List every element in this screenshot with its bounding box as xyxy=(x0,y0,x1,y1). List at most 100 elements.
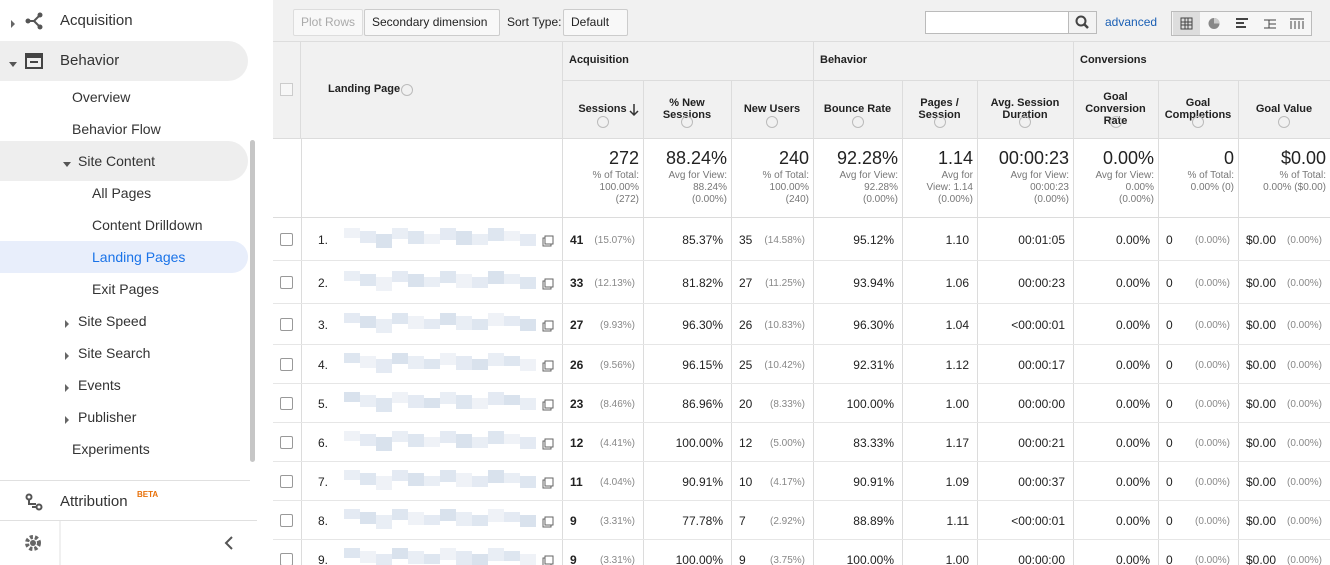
column-header[interactable]: Bounce Rate xyxy=(823,103,892,115)
view-switcher[interactable] xyxy=(1171,11,1312,36)
row-border xyxy=(273,344,1330,345)
sort-type[interactable]: Default xyxy=(563,9,628,36)
blur-block xyxy=(504,511,520,522)
total-sub: 92.28% xyxy=(864,182,898,193)
search-button[interactable] xyxy=(1068,11,1097,34)
column-header[interactable]: Goal Value xyxy=(1255,103,1313,115)
nav-item[interactable]: All Pages xyxy=(92,185,152,201)
cell-value: <00:00:01 xyxy=(1011,513,1065,528)
secondary-dimension[interactable]: Secondary dimension xyxy=(364,9,500,36)
total-sub: (272) xyxy=(615,194,639,205)
cell-value: 20 xyxy=(739,396,753,411)
landing-page-blurred[interactable] xyxy=(344,312,539,337)
nav-item[interactable]: Site Content xyxy=(78,153,156,169)
nav-item[interactable]: Behavior Flow xyxy=(72,121,161,137)
row-index: 3. xyxy=(318,317,329,332)
cell-value: 0.00% xyxy=(1115,396,1150,411)
row-checkbox[interactable] xyxy=(280,435,293,449)
row-checkbox[interactable] xyxy=(280,275,293,289)
cell-value: 96.30% xyxy=(682,317,723,332)
blur-block xyxy=(360,355,376,368)
nav-item[interactable]: Content Drilldown xyxy=(92,217,203,233)
nav-item[interactable]: Site Speed xyxy=(78,313,147,329)
blur-block xyxy=(440,312,456,325)
blur-block xyxy=(440,547,456,560)
row-checkbox[interactable] xyxy=(280,552,293,565)
blur-block xyxy=(440,508,456,521)
select-all[interactable] xyxy=(280,83,293,96)
nav-item[interactable]: Exit Pages xyxy=(92,281,159,297)
open-link-icon xyxy=(542,476,554,494)
blur-block xyxy=(344,391,360,402)
blur-block xyxy=(392,547,408,559)
row-border xyxy=(273,422,1330,423)
help-icon xyxy=(681,116,693,128)
column-header[interactable]: New Users xyxy=(743,103,801,115)
nav-item[interactable]: Acquisition xyxy=(60,12,133,29)
cell-percent: (0.00%) xyxy=(1194,359,1230,371)
plot-rows[interactable]: Plot Rows xyxy=(293,9,364,36)
nav-item[interactable]: Landing Pages xyxy=(92,249,186,265)
column-header[interactable]: Avg. Session Duration xyxy=(990,97,1060,121)
nav-arrow xyxy=(62,348,72,366)
row-checkbox[interactable] xyxy=(280,396,293,410)
nav-item[interactable]: Behavior xyxy=(60,52,120,69)
total-sub: 0.00% xyxy=(1125,182,1154,193)
blur-block xyxy=(520,318,536,331)
row-checkbox[interactable] xyxy=(280,474,293,488)
row-checkbox[interactable] xyxy=(280,357,293,371)
cell-value: 0.00% xyxy=(1115,552,1150,565)
nav-item[interactable]: Experiments xyxy=(72,441,150,457)
nav-item[interactable]: Site Search xyxy=(78,345,151,361)
column-header[interactable]: % New Sessions xyxy=(662,97,712,121)
landing-page-blurred[interactable] xyxy=(344,547,539,565)
blur-block xyxy=(376,397,392,412)
nav-item[interactable]: Publisher xyxy=(78,409,137,425)
cell-value: 23 xyxy=(570,396,584,411)
cell-percent: (0.00%) xyxy=(1286,437,1322,449)
cell-value: 96.30% xyxy=(853,317,894,332)
advanced-link[interactable]: advanced xyxy=(1105,15,1158,29)
total-sub: % of Total: xyxy=(592,170,639,181)
landing-page-blurred[interactable] xyxy=(344,270,539,295)
landing-page-blurred[interactable] xyxy=(344,508,539,533)
nav-item[interactable]: Overview xyxy=(72,89,131,105)
nav-item[interactable]: Attribution xyxy=(60,493,128,510)
row-checkbox[interactable] xyxy=(280,317,293,331)
landing-page-blurred[interactable] xyxy=(344,469,539,494)
blur-block xyxy=(408,394,424,408)
nav-arrow xyxy=(62,316,72,334)
cell-value: 0 xyxy=(1166,435,1173,450)
column-header[interactable]: Goal Completions xyxy=(1164,97,1232,121)
row-index: 5. xyxy=(318,396,329,411)
cell-percent: (0.00%) xyxy=(1286,277,1322,289)
blur-block xyxy=(456,315,472,330)
landing-page-blurred[interactable] xyxy=(344,227,539,252)
cell-value: 1.17 xyxy=(945,435,969,450)
total-value: 00:00:23 xyxy=(998,148,1069,168)
cell-value: 27 xyxy=(739,275,753,290)
behavior-icon xyxy=(24,51,44,76)
cell-value: 86.96% xyxy=(682,396,723,411)
blur-block xyxy=(376,475,392,490)
open-link-icon-svg xyxy=(542,320,554,331)
landing-page-blurred[interactable] xyxy=(344,391,539,416)
sidebar-scrollbar[interactable] xyxy=(250,140,255,462)
landing-page-blurred[interactable] xyxy=(344,352,539,377)
blur-block xyxy=(520,553,536,565)
column-divider xyxy=(813,80,814,565)
landing-page-header[interactable]: Landing Page xyxy=(328,83,401,95)
blur-block xyxy=(424,553,440,564)
blur-block xyxy=(472,475,488,487)
row-checkbox[interactable] xyxy=(280,513,293,527)
column-header[interactable]: Sessions xyxy=(578,103,627,115)
column-header[interactable]: Pages / Session xyxy=(918,97,961,121)
cell-percent: (4.17%) xyxy=(769,476,805,488)
open-link-icon xyxy=(542,437,554,455)
landing-page-blurred[interactable] xyxy=(344,430,539,455)
blur-block xyxy=(472,514,488,526)
nav-item[interactable]: Events xyxy=(78,377,121,393)
column-divider xyxy=(1238,80,1239,565)
row-checkbox[interactable] xyxy=(280,232,293,246)
row-border xyxy=(273,383,1330,384)
